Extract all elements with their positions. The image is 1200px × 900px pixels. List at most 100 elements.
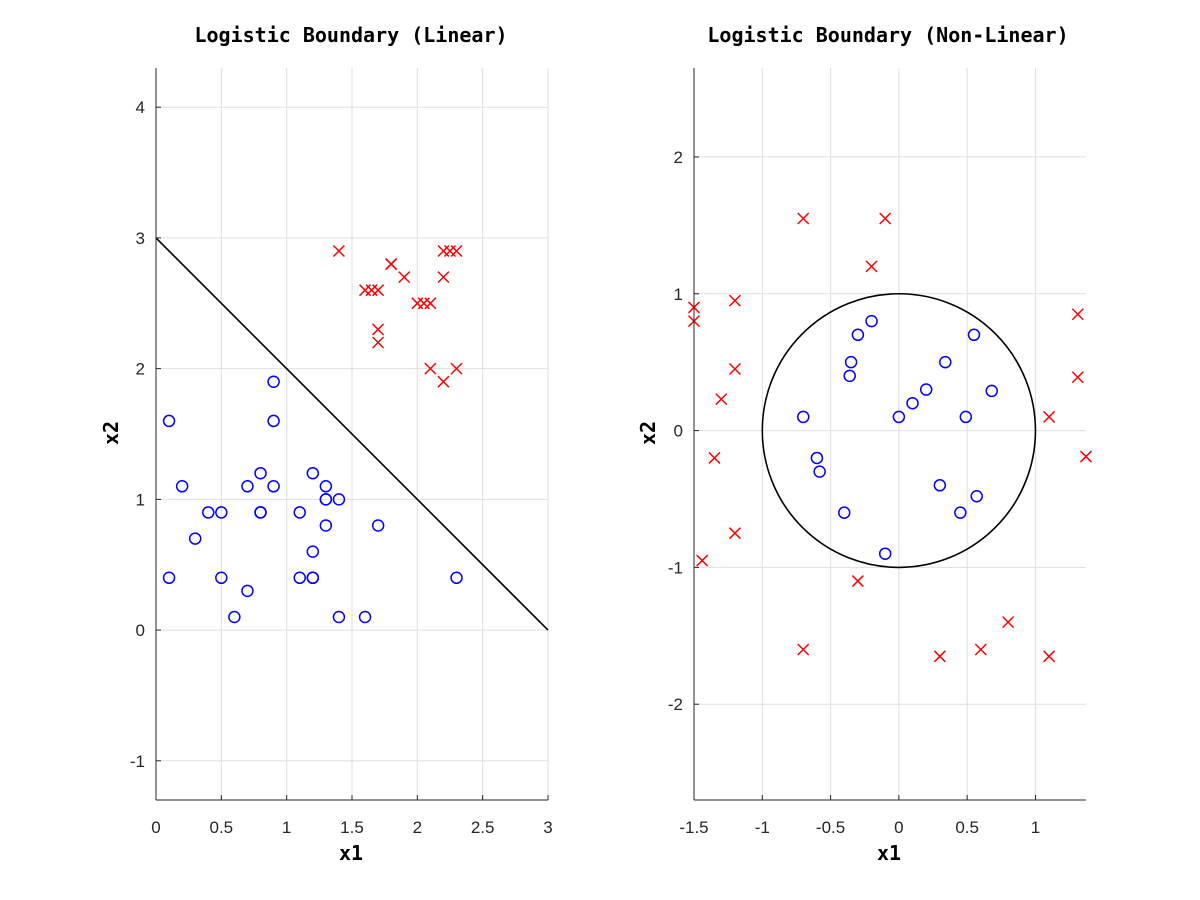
linear-boundary-panel: Logistic Boundary (Linear) 0 0.5 1 1.5 2 2.5 3…: [99, 23, 553, 865]
y-axis-label-nonlinear: x2: [636, 421, 660, 445]
data-point-circle: [970, 490, 983, 503]
data-point-circle: [985, 384, 999, 398]
x-tick-label: 2.5: [471, 818, 495, 837]
data-point-x: [424, 297, 437, 310]
data-point-circle: [215, 506, 228, 519]
data-point-x: [865, 260, 878, 273]
data-point-x: [797, 212, 810, 225]
data-point-x: [974, 643, 987, 656]
data-point-x: [424, 362, 437, 375]
data-point-circle: [267, 414, 280, 428]
data-point-x: [359, 284, 372, 297]
y-axis-label-linear: x2: [99, 421, 123, 445]
data-point-circle: [306, 571, 320, 585]
data-point-circle: [837, 506, 851, 519]
data-point-circle: [228, 610, 241, 624]
y-tick-label: -1: [130, 752, 145, 771]
y-tick-label: 1: [136, 490, 145, 509]
y-tick-label: 2: [674, 148, 683, 167]
data-point-x: [879, 212, 892, 225]
data-point-x: [933, 650, 946, 663]
data-point-x: [1071, 371, 1084, 384]
data-point-circle: [797, 410, 810, 424]
data-point-circle: [371, 519, 385, 532]
data-point-circle: [919, 383, 933, 396]
data-point-x: [450, 244, 463, 258]
data-point-circle: [358, 610, 372, 624]
x-tick-label: 2: [413, 818, 422, 837]
data-point-x: [372, 323, 385, 336]
data-point-circle: [162, 571, 176, 585]
decision-boundary-line: [155, 237, 549, 631]
x-tick-label: 0.5: [955, 818, 979, 837]
data-point-x: [1043, 410, 1056, 423]
chart-title-nonlinear: Logistic Boundary (Non-Linear): [707, 23, 1068, 47]
x-axis-label-linear: x1: [339, 841, 363, 865]
data-point-x: [1043, 650, 1056, 663]
data-point-x: [728, 362, 742, 376]
x-tick-label: 0.5: [210, 818, 234, 837]
data-point-circle: [939, 355, 952, 369]
x-axis-label-nonlinear: x1: [877, 841, 901, 865]
y-tick-label: 0: [674, 422, 683, 441]
data-point-circle: [906, 396, 919, 410]
data-point-x: [851, 575, 864, 588]
data-point-circle: [293, 506, 306, 519]
data-point-x: [728, 527, 742, 540]
y-tick-label: 2: [136, 360, 145, 379]
data-point-circle: [865, 314, 878, 328]
y-tick-label: 1: [674, 285, 683, 304]
nonlinear-boundary-panel: Logistic Boundary (Non-Linear) -1.5 -1 -0.…: [636, 23, 1093, 865]
data-point-circle: [892, 410, 906, 424]
data-point-x: [708, 451, 721, 464]
y-tick-label: 0: [136, 621, 145, 640]
data-point-circle: [810, 451, 824, 465]
decision-boundary-circle: [761, 292, 1037, 569]
data-point-x: [437, 244, 450, 258]
data-point-x: [372, 336, 385, 349]
data-point-x: [437, 375, 450, 388]
data-point-x: [1071, 308, 1084, 321]
data-point-circle: [813, 465, 826, 478]
data-point-circle: [254, 506, 267, 519]
data-point-x: [385, 258, 398, 271]
data-point-x: [365, 284, 378, 297]
data-point-x: [443, 244, 457, 258]
y-tick-label: -2: [668, 695, 683, 714]
data-point-circle: [267, 375, 280, 388]
data-point-circle: [332, 493, 346, 506]
x-tick-label: 0: [894, 818, 903, 837]
data-point-circle: [878, 547, 892, 560]
data-point-circle: [954, 506, 967, 519]
data-point-circle: [933, 479, 947, 492]
x-tick-label: 0: [151, 818, 160, 837]
x-tick-label: 3: [543, 818, 552, 837]
data-point-circle: [967, 328, 981, 342]
data-point-circle: [306, 466, 320, 480]
data-point-x: [1079, 450, 1093, 463]
data-point-x: [417, 297, 430, 310]
data-point-circle: [306, 545, 320, 558]
data-point-circle: [319, 519, 333, 532]
x-tick-label: 1.5: [340, 818, 364, 837]
data-point-x: [797, 643, 810, 656]
data-point-circle: [188, 532, 202, 545]
y-tick-label: 4: [136, 98, 145, 117]
x-tick-label: 1: [282, 818, 291, 837]
data-point-x: [332, 244, 345, 258]
data-point-circle: [844, 355, 858, 369]
y-tick-label: 3: [136, 229, 145, 248]
data-point-x: [372, 284, 385, 297]
data-point-circle: [851, 328, 865, 342]
data-point-circle: [254, 466, 267, 480]
data-point-circle: [319, 480, 333, 493]
chart-title-linear: Logistic Boundary (Linear): [194, 23, 507, 47]
data-point-x: [1002, 616, 1015, 629]
data-point-circle: [450, 571, 463, 585]
data-point-circle: [319, 493, 333, 506]
x-tick-label: -0.5: [816, 818, 845, 837]
data-point-circle: [215, 571, 228, 585]
data-point-circle: [332, 610, 346, 624]
x-tick-label: -1: [755, 818, 770, 837]
